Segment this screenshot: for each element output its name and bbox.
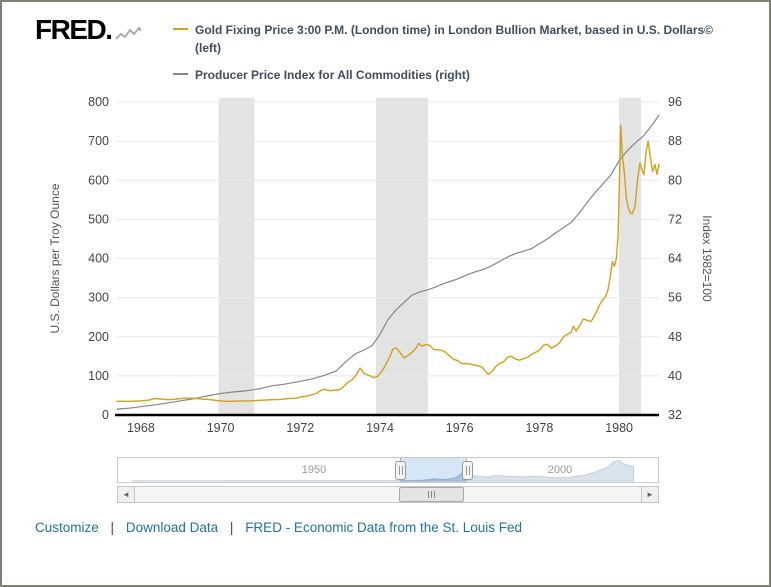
gridlines [117,101,659,377]
legend-label-gold: Gold Fixing Price 3:00 P.M. (London time… [195,23,714,55]
slider-dim-left [118,458,400,482]
fred-home-link[interactable]: FRED - Economic Data from the St. Louis … [245,520,523,535]
link-separator: | [229,520,234,535]
fred-logo-sparkline-icon [114,26,142,40]
slider-scrollbar[interactable]: ◄ ► [117,486,659,503]
download-data-link[interactable]: Download Data [125,520,219,535]
recession-bands [218,98,641,415]
range-handle-right[interactable] [462,461,473,480]
legend-item-ppi: Producer Price Index for All Commodities… [173,66,721,84]
x-axis-tick-labels: 1968 1970 1972 1974 1976 1978 1980 [127,421,633,435]
ppi-series-line[interactable] [116,114,660,410]
fred-logo[interactable]: FRED. [35,16,142,44]
date-range-slider[interactable]: 1950 2000 [117,457,659,483]
left-axis-title: U.S. Dollars per Troy Ounce [48,183,62,333]
svg-text:1980: 1980 [605,421,633,435]
svg-text:800: 800 [88,95,109,109]
svg-text:56: 56 [668,291,682,305]
svg-text:48: 48 [668,330,682,344]
main-chart[interactable]: 0 100 200 300 400 500 600 700 800 32 40 48 56 64 72 80 8… [2,88,771,450]
gold-line-swatch [173,28,188,30]
svg-text:80: 80 [668,173,682,187]
legend-label-ppi: Producer Price Index for All Commodities… [195,68,470,82]
svg-text:40: 40 [668,369,682,383]
ppi-line-swatch [173,73,188,75]
scroll-thumb[interactable] [399,487,464,502]
svg-text:1972: 1972 [286,421,314,435]
svg-text:600: 600 [88,173,109,187]
y-axis-left-tick-labels: 0 100 200 300 400 500 600 700 800 [88,95,109,422]
svg-text:96: 96 [668,95,682,109]
svg-text:64: 64 [668,252,682,266]
svg-text:300: 300 [88,291,109,305]
svg-text:1978: 1978 [525,421,553,435]
scroll-left-button[interactable]: ◄ [118,487,135,502]
footer-links: Customize | Download Data | FRED - Econo… [35,520,522,535]
legend-item-gold: Gold Fixing Price 3:00 P.M. (London time… [173,21,721,57]
slider-dim-right [467,458,658,482]
svg-text:400: 400 [88,252,109,266]
svg-text:200: 200 [88,330,109,344]
link-separator: | [110,520,115,535]
svg-text:1976: 1976 [446,421,474,435]
range-handle-left[interactable] [395,461,406,480]
svg-text:100: 100 [88,369,109,383]
fred-logo-text: FRED. [35,14,113,45]
legend: Gold Fixing Price 3:00 P.M. (London time… [173,21,721,93]
svg-text:0: 0 [102,408,109,422]
svg-text:72: 72 [668,212,682,226]
svg-text:32: 32 [668,408,682,422]
right-axis-title: Index 1982=100 [700,215,714,302]
gold-price-series-line[interactable] [116,124,660,402]
range-selection-window[interactable] [400,458,467,482]
svg-text:500: 500 [88,212,109,226]
customize-link[interactable]: Customize [35,520,99,535]
svg-text:88: 88 [668,134,682,148]
y-axis-right-tick-labels: 32 40 48 56 64 72 80 88 96 [668,95,682,422]
scroll-right-button[interactable]: ► [641,487,658,502]
svg-text:700: 700 [88,134,109,148]
svg-text:1970: 1970 [207,421,235,435]
svg-text:1968: 1968 [127,421,155,435]
svg-text:1974: 1974 [366,421,394,435]
